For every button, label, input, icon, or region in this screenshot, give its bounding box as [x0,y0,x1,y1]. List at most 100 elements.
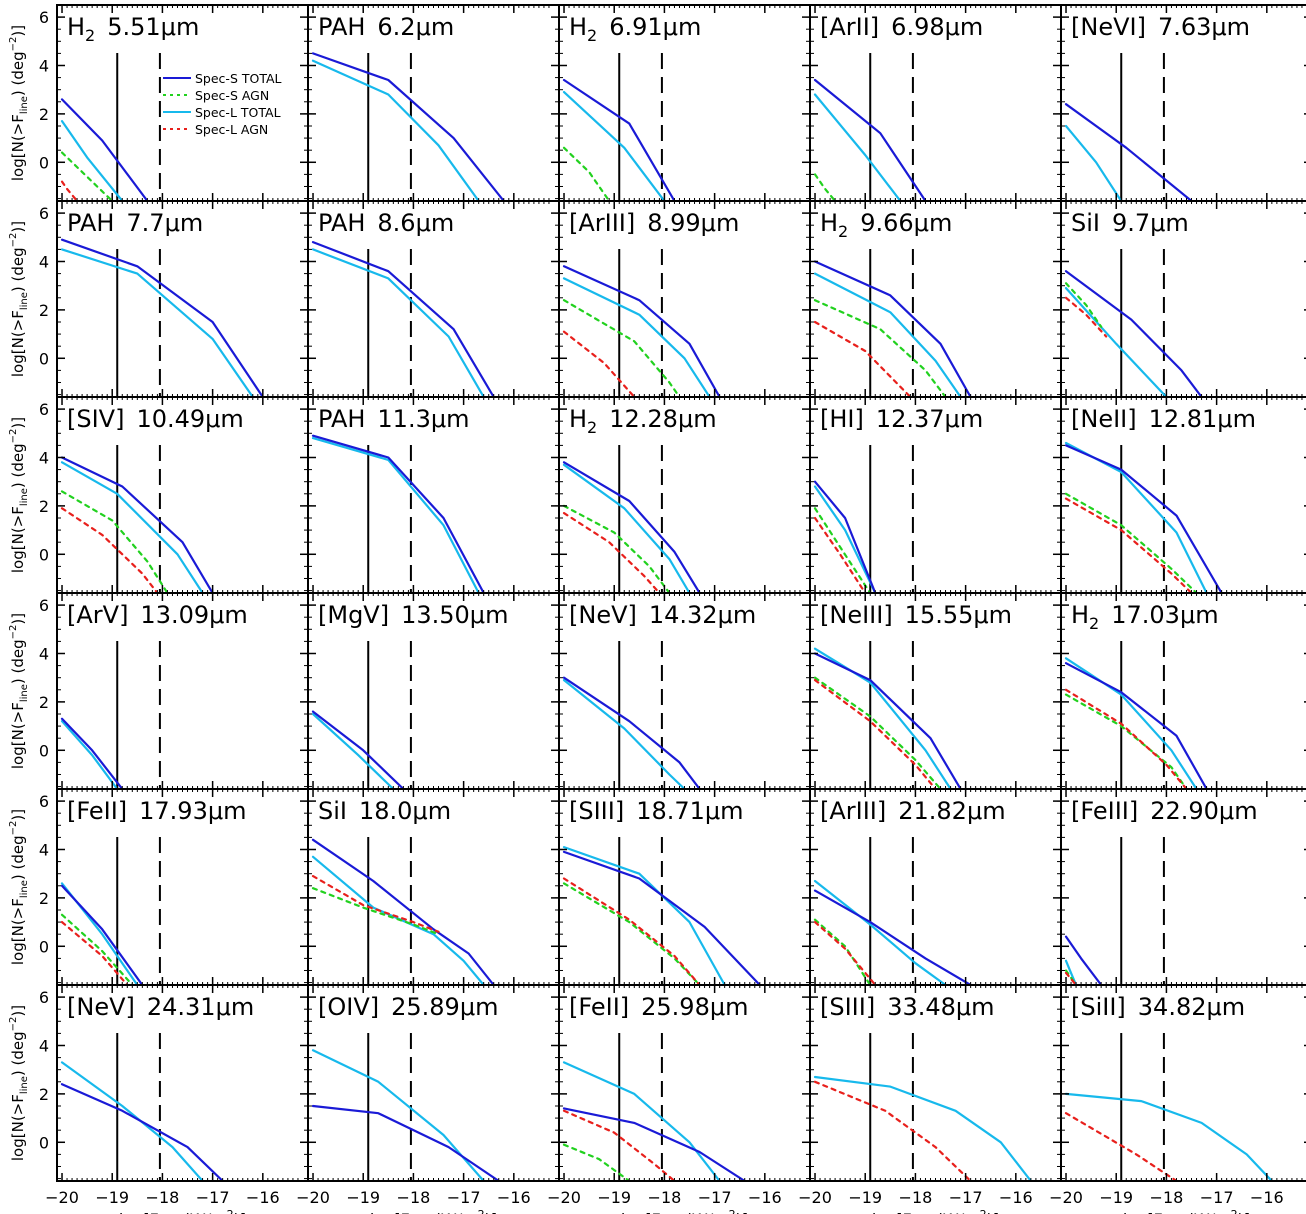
series-slt-line [60,248,254,397]
y-tick-label: 6 [39,596,49,615]
panel-plot-area [60,641,161,789]
y-tick-label: 4 [39,56,49,75]
panel-title: [SIV] 10.49μm [67,405,244,433]
panel-plot-area [1064,1033,1273,1181]
x-tick-label: −19 [1099,1188,1133,1207]
panel-title: H2 12.28μm [569,405,717,437]
panel-plot-area [813,249,972,397]
y-tick-label: 0 [39,1133,49,1152]
series-slt-line [562,678,686,789]
series-sst-line [1064,662,1208,789]
x-tick-label: −16 [1250,1188,1284,1207]
x-tick-label: −16 [748,1188,782,1207]
series-sla-line [562,877,701,985]
x-tick-label: −17 [447,1188,481,1207]
y-tick-label: 2 [39,889,49,908]
series-slt-line [60,119,124,201]
x-tick-label: −20 [547,1188,581,1207]
panel: H2 12.28μm [558,396,811,594]
y-tick-label: 0 [39,937,49,956]
y-tick-label: 2 [39,105,49,124]
panel: 0 2 4 6 log[N(>Fline) (deg−2)] PAH 7.7μm [8,200,309,398]
panel: PAH 6.2μm [307,4,560,202]
series-ssa-line [60,151,114,201]
panel-title: [SiII] 34.82μm [1071,993,1245,1021]
series-sst-line [813,652,962,789]
y-tick-label: 6 [39,400,49,419]
panel-title: PAH 11.3μm [318,405,470,433]
y-tick-label: 6 [39,988,49,1007]
panel: [ArIII] 8.99μm [558,200,811,398]
panel-title: [ArV] 13.09μm [67,601,248,629]
series-ssa-line [813,173,837,201]
series-sst-line [60,238,264,397]
series-sst-line [1064,444,1223,593]
series-slt-line [562,90,666,201]
series-sla-line [60,921,129,985]
x-tick-label: −18 [146,1188,180,1207]
y-tick-label: 0 [39,349,49,368]
series-sst-line [562,78,676,201]
y-tick-label: 2 [39,1085,49,1104]
legend-label: Spec-S AGN [195,88,269,103]
panel: [HI] 12.37μm [809,396,1062,594]
panel-plot-area [60,1033,224,1181]
series-ssa-line [562,882,701,985]
series-sla-line [813,921,877,985]
y-axis-label: log[N(>Fline) (deg−2)] [8,417,30,573]
panel-plot-area [311,52,505,201]
y-tick-label: 4 [39,644,49,663]
panel-title: [NeVI] 7.63μm [1071,13,1250,41]
panel-title: SiI 18.0μm [318,797,451,825]
panel-plot-area [562,1033,746,1181]
panel-plot-area [1064,249,1203,397]
panel: [NeVI] 7.63μm [1060,4,1306,202]
panel: [NeII] 12.81μm [1060,396,1306,594]
panel-title: PAH 8.6μm [318,209,454,237]
panel-title: [OIV] 25.89μm [318,993,498,1021]
x-axis-label: log[Fline (W/m2)] [370,1208,497,1214]
series-ssa-line [562,299,681,397]
x-tick-label: −17 [698,1188,732,1207]
panel-title: [ArII] 6.98μm [820,13,983,41]
panel-title: [SIII] 18.71μm [569,797,744,825]
x-tick-label: −18 [899,1188,933,1207]
series-sst-line [60,98,149,201]
x-axis-label: log[Fline (W/m2)] [621,1208,748,1214]
legend-label: Spec-L TOTAL [195,105,281,120]
x-tick-label: −17 [1200,1188,1234,1207]
series-sst-line [311,1104,500,1181]
series-ssa-line [60,490,169,593]
series-slt-line [60,720,119,789]
panel-plot-area [562,249,721,397]
panel: SiI 9.7μm [1060,200,1306,398]
series-sst-line [562,1107,746,1181]
panel-plot-area [813,1033,1032,1181]
panel-plot-area [311,240,495,397]
series-sla-line [562,511,661,593]
series-sla-line [813,1080,972,1181]
y-tick-label: 4 [39,448,49,467]
panel-title: [ArIII] 8.99μm [569,209,739,237]
panel: H2 6.91μm [558,4,811,202]
series-slt-line [813,879,947,985]
panel-title: [SIII] 33.48μm [820,993,995,1021]
panel-plot-area [1064,641,1208,789]
panel-plot-area [813,837,972,985]
panel-title: PAH 7.7μm [67,209,203,237]
series-sst-line [813,889,972,985]
panel-plot-area [60,53,161,201]
panel: [NeV] 14.32μm [558,592,811,790]
series-ssa-line [1064,282,1103,328]
panel-plot-area [562,445,701,593]
series-slt-line [1064,441,1208,593]
series-sst-line [311,52,505,201]
series-sst-line [60,1083,224,1181]
legend-label: Spec-L AGN [195,122,268,137]
panel-plot-area [1064,441,1223,593]
panel-plot-area [60,837,161,985]
series-sla-line [813,516,867,593]
panel-plot-area [1064,837,1165,985]
